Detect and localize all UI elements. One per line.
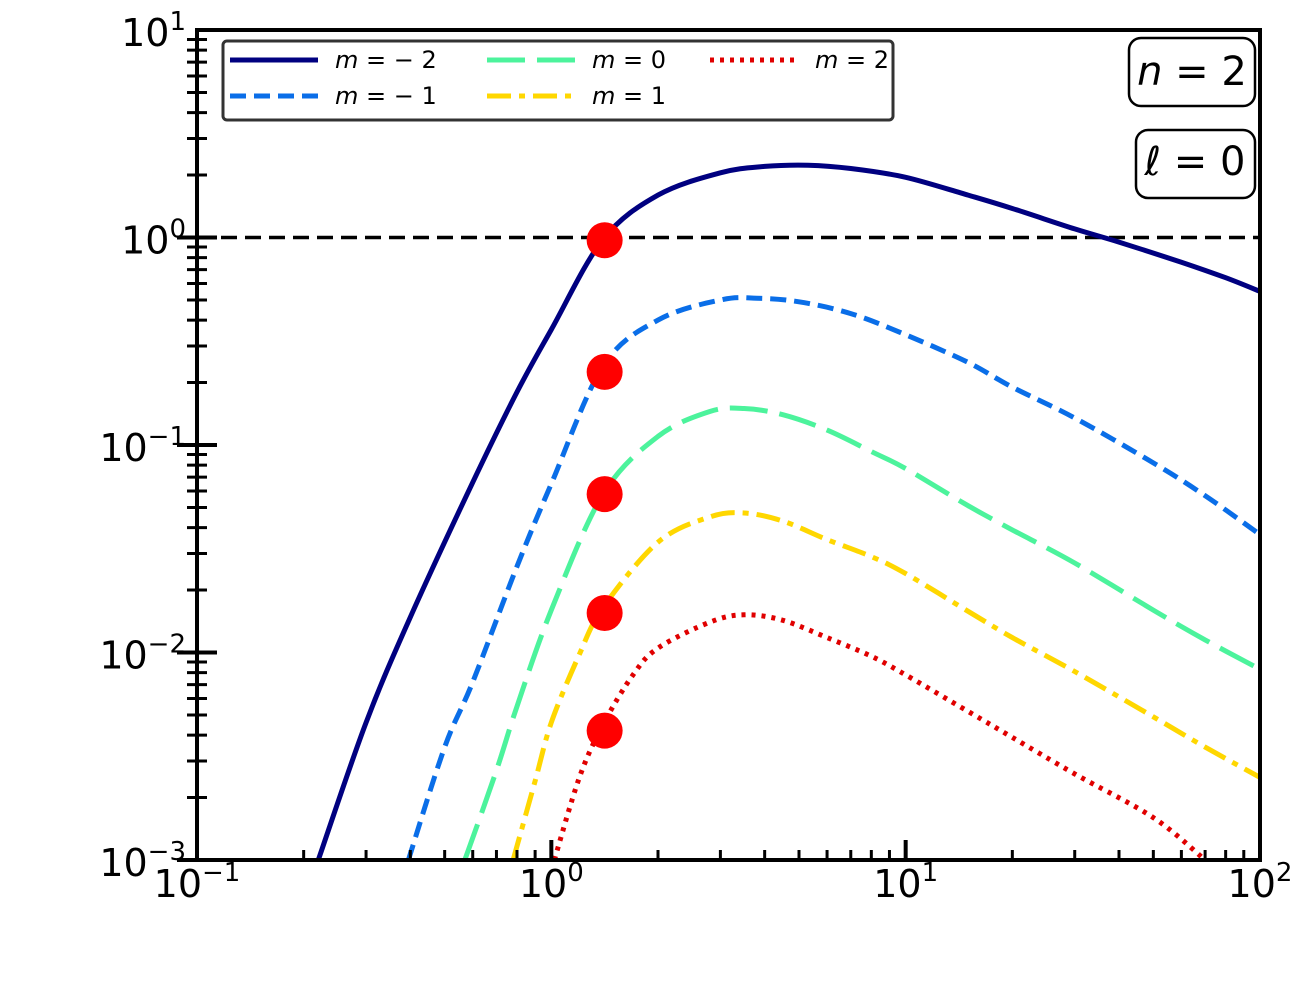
legend-label-1: m = − 1 [335,82,437,110]
legend-label-op: = [615,82,650,110]
x-tick-label-3-base: 10 [1228,862,1276,906]
y-tick-label-0-exp: −3 [148,837,186,867]
y-tick-label-3-base: 10 [121,219,169,263]
legend-label-val: 0 [651,46,666,74]
legend-label-4: m = 2 [815,46,889,74]
legend-label-var: m [335,46,358,74]
legend-label-var: m [335,82,358,110]
y-tick-label-2-exp: −1 [148,422,186,452]
marker-point-0 [586,222,623,259]
annotation-0: n = 2 [1127,36,1257,108]
legend-label-op: = [358,46,393,74]
annotation-op: = [1161,139,1220,185]
annotation-val: 0 [1220,139,1245,185]
marker-point-3 [586,595,623,632]
legend-label-op: = [358,82,393,110]
series-line-m-0 [315,162,1260,860]
annotation-val: 2 [1221,49,1246,95]
y-tick-label-1: 10−2 [99,630,186,678]
annotation-op: = [1162,49,1221,95]
x-tick-label-2-exp: 1 [922,858,939,888]
annotation-box [1134,128,1257,200]
y-tick-label-4-exp: 1 [169,7,186,37]
legend-label-var: m [815,46,838,74]
legend-label-var: m [592,82,615,110]
y-tick-label-0-base: 10 [99,841,147,885]
annotation-1: ℓ = 0 [1134,128,1257,200]
annotation-box [1127,36,1257,108]
y-tick-label-4: 101 [121,7,186,55]
y-tick-label-4-base: 10 [121,11,169,55]
legend-label-val: 2 [874,46,889,74]
x-tick-label-3: 102 [1228,858,1293,906]
marker-point-4 [586,712,623,749]
y-tick-label-0: 10−3 [99,837,186,885]
x-tick-label-2: 101 [873,858,938,906]
y-tick-label-2-base: 10 [99,426,147,470]
legend-box [221,39,895,122]
x-tick-label-1-base: 10 [519,862,567,906]
y-tick-label-1-exp: −2 [148,630,186,660]
y-tick-label-3: 100 [121,215,186,263]
legend-label-val: − 2 [394,46,437,74]
series-line-m-3 [510,510,1260,860]
legend-label-val: 1 [651,82,666,110]
legend-label-3: m = 1 [592,82,666,110]
x-tick-label-0: 10−1 [154,858,241,906]
marker-point-1 [586,353,623,390]
y-tick-label-2: 10−1 [99,422,186,470]
series-group [315,162,1260,860]
y-tick-label-3-exp: 0 [169,215,186,245]
x-tick-label-1-exp: 0 [567,858,584,888]
series-line-m-4 [552,612,1207,860]
annotation-text: ℓ = 0 [1144,139,1246,185]
x-tick-label-3-exp: 2 [1276,858,1293,888]
series-line-m-2 [462,405,1260,860]
legend-label-0: m = − 2 [335,46,437,74]
marker-point-2 [586,476,623,513]
y-tick-label-1-base: 10 [99,634,147,678]
series-line-m-1 [406,295,1260,860]
annotation-var: ℓ [1144,139,1162,185]
legend-label-var: m [592,46,615,74]
legend-label-op: = [615,46,650,74]
x-tick-label-2-base: 10 [873,862,921,906]
annotation-text: n = 2 [1137,49,1247,95]
plot-frame [195,28,1262,862]
x-tick-label-1: 100 [519,858,584,906]
legend: m = − 2m = − 1m = 0m = 1m = 2 [221,39,895,122]
annotation-var: n [1137,49,1162,95]
legend-label-val: − 1 [394,82,437,110]
legend-label-op: = [838,46,873,74]
x-tick-label-0-base: 10 [154,862,202,906]
legend-label-2: m = 0 [592,46,666,74]
x-tick-label-0-exp: −1 [202,858,240,888]
